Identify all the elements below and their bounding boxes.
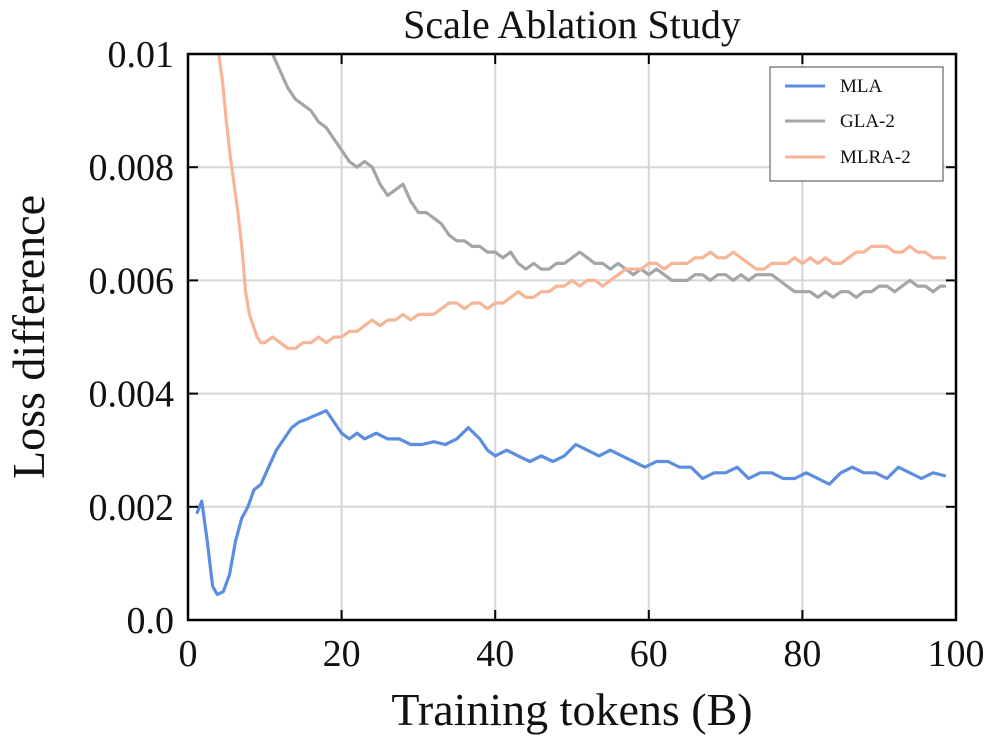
legend-label-gla-2: GLA-2: [840, 111, 895, 132]
legend-label-mlra-2: MLRA-2: [840, 147, 911, 168]
x-tick-label: 80: [783, 633, 821, 675]
tick-marks: [187, 53, 957, 621]
legend: MLA GLA-2 MLRA-2: [769, 66, 944, 182]
legend-label-mla: MLA: [840, 76, 883, 97]
y-tick-label: 0.008: [89, 147, 175, 189]
series-line-gla-2: [270, 54, 947, 299]
x-tick-label: 0: [179, 633, 198, 675]
y-tick-label: 0.01: [108, 34, 175, 76]
series-line-mlra-2: [217, 54, 947, 350]
y-tick-label: 0.006: [89, 260, 175, 302]
series-line-mla: [195, 409, 947, 597]
y-tick-label: 0.0: [127, 600, 175, 642]
plot-frame: [186, 52, 958, 622]
x-tick-label: 60: [630, 633, 668, 675]
y-tick-label: 0.002: [89, 487, 175, 529]
x-tick-label: 40: [476, 633, 514, 675]
chart-title: Scale Ablation Study: [403, 2, 741, 47]
y-tick-label: 0.004: [89, 374, 175, 416]
x-tick-label: 20: [323, 633, 361, 675]
tick-labels: 0 20 40 60 80 100 0.0 0.002 0.004 0.006 0.008 0.01: [89, 34, 985, 675]
x-tick-label: 100: [928, 633, 985, 675]
y-axis-title: Loss difference: [3, 195, 54, 479]
x-axis-title: Training tokens (B): [391, 684, 752, 735]
series-lines: [195, 54, 947, 597]
